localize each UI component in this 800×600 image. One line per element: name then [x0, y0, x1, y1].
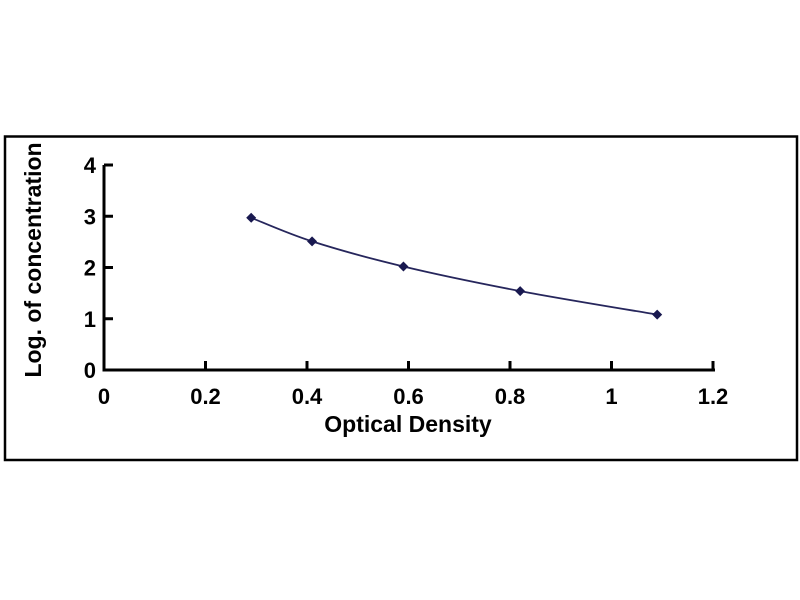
x-tick-label: 0.4 — [292, 384, 323, 409]
x-tick-label: 0.6 — [393, 384, 424, 409]
figure-border — [3, 135, 799, 462]
data-point-marker — [398, 261, 409, 272]
series-line — [250, 216, 658, 316]
y-tick-label: 1 — [84, 307, 96, 332]
x-tick-label: 0 — [98, 384, 110, 409]
x-tick-label: 0.8 — [495, 384, 526, 409]
data-point-marker — [652, 309, 663, 320]
x-tick-label: 1.2 — [698, 384, 729, 409]
y-tick-label: 4 — [84, 153, 97, 178]
axes-layer: 0 1 2 3 4 0 0.2 0.4 0.6 0.8 1 1.2 — [84, 153, 729, 409]
data-point-marker — [515, 286, 526, 297]
data-point-marker — [246, 212, 257, 223]
x-tick-label: 0.2 — [190, 384, 221, 409]
data-point-marker — [307, 236, 318, 247]
series-layer — [246, 212, 663, 320]
y-tick-label: 0 — [84, 358, 96, 383]
x-axis-title: Optical Density — [324, 411, 492, 437]
y-axis-title: Log. of concentration — [20, 142, 46, 377]
y-tick-label: 2 — [84, 256, 96, 281]
y-tick-label: 3 — [84, 204, 96, 229]
x-tick-label: 1 — [605, 384, 617, 409]
